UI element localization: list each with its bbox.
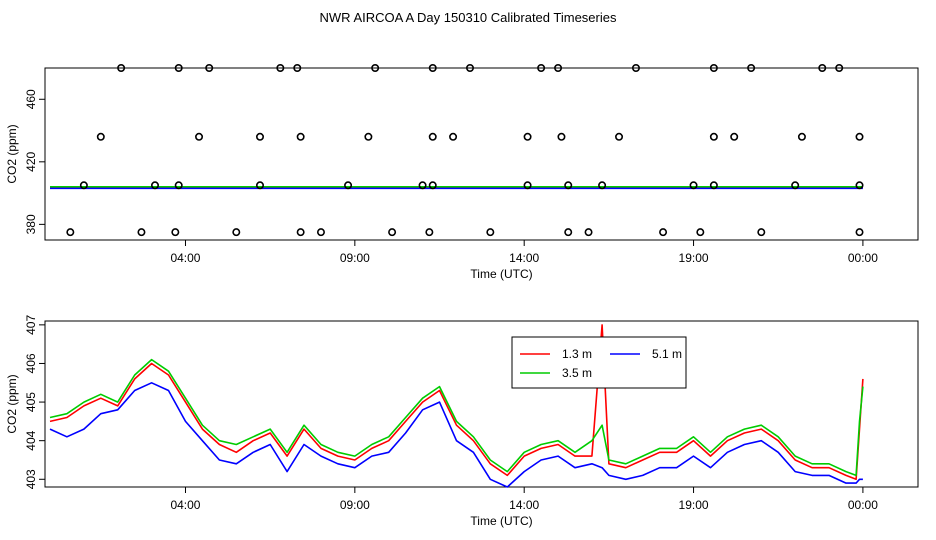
- x-tick-label: 09:00: [340, 251, 370, 265]
- data-point: [757, 228, 766, 237]
- top-panel: 04:00 09:00 14:00 19:00 00:00 380 420 460 Time (…: [5, 64, 919, 281]
- series-line-51m: [49, 381, 863, 488]
- x-tick-label: 19:00: [679, 498, 709, 512]
- data-point: [564, 181, 573, 190]
- data-point: [631, 64, 640, 73]
- legend: 1.3 m 5.1 m 3.5 m: [511, 336, 687, 389]
- data-point: [598, 181, 607, 190]
- data-layer: [49, 324, 864, 488]
- data-point: [316, 228, 325, 237]
- bottom-panel: 04:00 09:00 14:00 19:00 00:00 403 404 405 406 407…: [5, 315, 919, 528]
- x-tick-label: 00:00: [848, 251, 878, 265]
- data-point: [255, 181, 264, 190]
- y-tick-label: 380: [24, 214, 38, 234]
- data-point: [174, 181, 183, 190]
- data-point: [428, 181, 437, 190]
- data-point: [425, 228, 434, 237]
- data-point: [296, 132, 305, 141]
- series-line-13m: [49, 324, 864, 481]
- data-point: [747, 64, 756, 73]
- data-point: [418, 181, 427, 190]
- legend-label: 3.5 m: [562, 366, 592, 380]
- data-point: [232, 228, 241, 237]
- x-tick-label: 00:00: [848, 498, 878, 512]
- x-axis-label: Time (UTC): [470, 514, 532, 528]
- data-point: [689, 181, 698, 190]
- data-point: [659, 228, 668, 237]
- data-point: [428, 64, 437, 73]
- data-point: [388, 228, 397, 237]
- series-line-35m: [49, 358, 864, 477]
- data-point: [818, 64, 827, 73]
- data-point: [557, 132, 566, 141]
- data-point: [137, 228, 146, 237]
- data-point: [797, 132, 806, 141]
- y-tick-label: 406: [24, 353, 38, 373]
- data-point: [371, 64, 380, 73]
- y-tick-label: 460: [24, 89, 38, 109]
- plot-frame: [44, 320, 919, 488]
- data-point: [66, 228, 75, 237]
- data-point: [730, 132, 739, 141]
- x-tick-label: 14:00: [509, 498, 539, 512]
- data-point: [855, 181, 864, 190]
- data-point: [615, 132, 624, 141]
- data-point: [364, 132, 373, 141]
- data-point: [855, 132, 864, 141]
- y-axis-label: CO2 (ppm): [5, 374, 19, 433]
- data-point: [855, 228, 864, 237]
- legend-label: 1.3 m: [562, 347, 592, 361]
- data-point: [709, 181, 718, 190]
- data-layer: [50, 186, 863, 190]
- data-point: [171, 228, 180, 237]
- data-point: [117, 64, 126, 73]
- x-tick-label: 19:00: [679, 251, 709, 265]
- data-point: [564, 228, 573, 237]
- figure-title: NWR AIRCOA A Day 150310 Calibrated Times…: [320, 10, 617, 25]
- data-point: [523, 132, 532, 141]
- data-point: [205, 64, 214, 73]
- y-tick-label: 404: [24, 430, 38, 450]
- data-point: [486, 228, 495, 237]
- x-tick-label: 04:00: [170, 498, 200, 512]
- data-point: [195, 132, 204, 141]
- data-point: [79, 181, 88, 190]
- y-axis-label: CO2 (ppm): [5, 124, 19, 183]
- data-point: [791, 181, 800, 190]
- data-point: [465, 64, 474, 73]
- x-tick-label: 09:00: [340, 498, 370, 512]
- y-tick-label: 403: [24, 469, 38, 489]
- data-point: [293, 64, 302, 73]
- data-point: [835, 64, 844, 73]
- data-point: [96, 132, 105, 141]
- legend-label: 5.1 m: [652, 347, 682, 361]
- data-point: [344, 181, 353, 190]
- data-point: [523, 181, 532, 190]
- legend-box: [511, 336, 687, 389]
- data-point: [174, 64, 183, 73]
- data-point: [255, 132, 264, 141]
- data-point: [151, 181, 160, 190]
- x-tick-label: 14:00: [509, 251, 539, 265]
- data-point: [428, 132, 437, 141]
- y-tick-label: 405: [24, 392, 38, 412]
- plot-frame: [44, 67, 919, 241]
- data-point: [449, 132, 458, 141]
- y-tick-label: 420: [24, 151, 38, 171]
- data-point: [709, 132, 718, 141]
- data-point: [584, 228, 593, 237]
- data-point: [696, 228, 705, 237]
- data-point: [296, 228, 305, 237]
- data-point: [709, 64, 718, 73]
- data-point: [276, 64, 285, 73]
- x-tick-label: 04:00: [170, 251, 200, 265]
- x-axis-label: Time (UTC): [470, 267, 532, 281]
- data-point: [537, 64, 546, 73]
- y-tick-label: 407: [24, 315, 38, 335]
- data-point: [554, 64, 563, 73]
